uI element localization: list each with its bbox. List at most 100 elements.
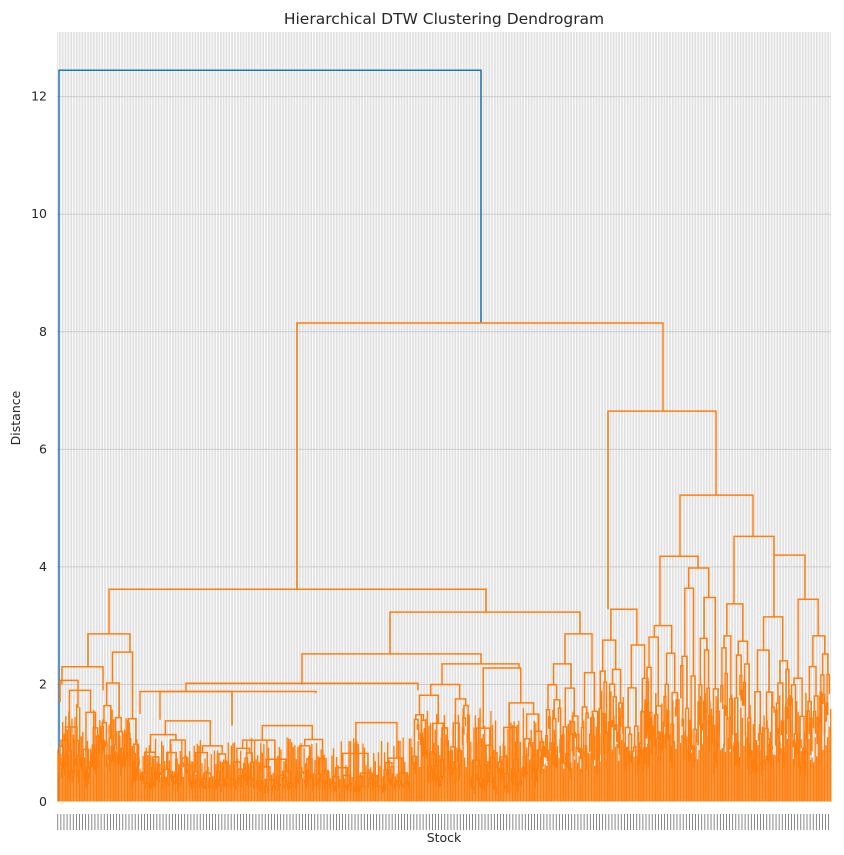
y-tick-label: 12 [31, 89, 47, 104]
dendrogram-link [454, 698, 467, 724]
dendrogram-link [813, 695, 819, 718]
dendrogram-link [690, 675, 696, 730]
axes: 0 2 4 6 8 10 12 [31, 89, 831, 830]
merge-link [679, 494, 754, 557]
y-tick-label: 4 [39, 559, 47, 574]
dendrogram-link [721, 647, 727, 686]
merge-link [87, 633, 131, 667]
dendrogram-link [648, 636, 660, 706]
dendrogram-link [628, 733, 633, 764]
dendrogram-link [644, 702, 648, 739]
dendrogram-link [525, 713, 539, 739]
dendrogram-link [418, 694, 440, 724]
dendrogram-link [793, 677, 803, 717]
y-tick-label: 8 [39, 324, 47, 339]
dendrogram-link [756, 649, 770, 693]
grid-layer [57, 32, 831, 803]
dendrogram-link [618, 702, 623, 733]
dendrogram-link [816, 716, 820, 744]
dendrogram-link [583, 671, 596, 712]
dendrogram-link [111, 651, 134, 719]
dendrogram-link [114, 716, 122, 745]
dendrogram-link [826, 673, 830, 704]
dendrogram-link [664, 683, 670, 712]
dendrogram-link [68, 689, 92, 727]
dendrogram-link [611, 668, 622, 704]
dendrogram-link [524, 738, 531, 758]
dendrogram-link [687, 567, 710, 598]
dendrogram-link [739, 674, 743, 696]
y-tick-label: 2 [39, 676, 47, 691]
dendrogram-link [612, 696, 617, 725]
dendrogram-link [681, 655, 688, 709]
dendrogram-link [414, 713, 425, 721]
dendrogram-link [547, 684, 558, 710]
dendrogram-link [812, 710, 817, 734]
dendrogram-link [355, 721, 398, 759]
dendrogram-link [633, 725, 639, 757]
dendrogram-link [547, 716, 551, 752]
dendrogram-link [452, 722, 460, 752]
dendrogram-link [685, 707, 690, 750]
merge-link [773, 554, 806, 617]
dendrogram-link [822, 693, 826, 735]
dendrogram-link [545, 709, 551, 736]
merge-link [607, 410, 717, 610]
dendrogram-link [591, 710, 599, 749]
dendrogram-link [785, 668, 790, 708]
y-axis-label: Distance [8, 390, 23, 445]
merge-link [185, 682, 419, 692]
dendrogram-link [585, 712, 589, 746]
dendrogram-link [627, 687, 637, 728]
dendrogram-link [421, 737, 424, 757]
dendrogram-link [684, 587, 695, 677]
dendrogram-link [698, 684, 703, 725]
y-tick-label: 0 [39, 794, 47, 809]
merge-link [296, 322, 664, 590]
dendrogram-link [665, 652, 676, 693]
dendrogram-link [735, 654, 742, 699]
dendrogram-link [666, 710, 670, 742]
y-tick-label: 6 [39, 441, 47, 456]
dendrogram-link [797, 598, 819, 679]
dendrogram-link [427, 765, 433, 773]
merge-link [659, 555, 699, 626]
dendrogram-link [681, 718, 685, 740]
y-tick-label: 10 [31, 206, 47, 221]
dendrogram-link [610, 608, 638, 645]
dendrogram-link [482, 667, 522, 729]
dendrogram-link [762, 616, 784, 661]
dendrogram-link [552, 663, 572, 689]
dendrogram-link [303, 738, 324, 759]
root-link [58, 69, 482, 802]
x-axis-label: Stock [427, 830, 462, 845]
dendrogram-link [573, 732, 577, 757]
dendrogram-link [608, 683, 616, 723]
dendrogram-link [544, 734, 549, 762]
dendrogram-link [790, 684, 797, 734]
merge-link [301, 653, 482, 685]
dendrogram-link [575, 733, 580, 750]
dendrogram-link [699, 637, 708, 685]
dendrogram-link [737, 640, 749, 665]
merge-link [61, 666, 104, 691]
dendrogram-link [553, 699, 561, 719]
dendrogram-link [194, 751, 209, 774]
merge-link [733, 535, 775, 604]
dendrogram-link [825, 702, 829, 722]
dendrogram-link [821, 653, 829, 676]
dendrogram-link [728, 716, 732, 751]
dendrogram-link [412, 755, 416, 765]
dendrogram-link [158, 772, 162, 783]
dendrogram-link [765, 691, 774, 729]
dendrogram-link [724, 672, 728, 721]
merge-link [159, 690, 233, 726]
dendrogram-link [723, 635, 732, 699]
dendrogram-link [614, 723, 618, 742]
dendrogram-link [779, 660, 789, 683]
dendrogram-link [103, 704, 112, 739]
merge-link [59, 679, 79, 708]
dendrogram-link [149, 733, 177, 753]
dendrogram-link [723, 705, 727, 749]
dendrogram-link [577, 747, 581, 754]
